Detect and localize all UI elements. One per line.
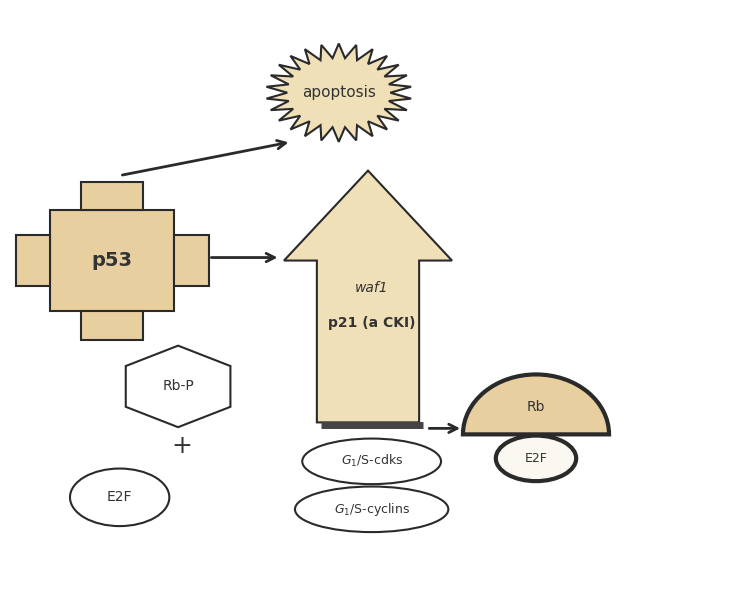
Ellipse shape <box>496 436 576 481</box>
Bar <box>174 235 208 286</box>
Ellipse shape <box>70 468 169 526</box>
Text: E2F: E2F <box>525 452 548 465</box>
Text: p21 (a CKI): p21 (a CKI) <box>328 316 415 330</box>
Text: +: + <box>171 434 192 459</box>
Text: p53: p53 <box>92 251 132 270</box>
Text: $G_1$/S-cdks: $G_1$/S-cdks <box>341 453 403 469</box>
Ellipse shape <box>295 486 448 532</box>
Bar <box>16 235 50 286</box>
Ellipse shape <box>302 439 441 484</box>
Text: E2F: E2F <box>107 490 132 505</box>
Text: $G_1$/S-cyclins: $G_1$/S-cyclins <box>333 501 410 518</box>
Bar <box>81 182 144 209</box>
Text: apoptosis: apoptosis <box>302 85 375 100</box>
Polygon shape <box>126 345 230 427</box>
Bar <box>50 209 174 312</box>
Bar <box>81 312 144 339</box>
Text: Rb-P: Rb-P <box>162 379 194 393</box>
Polygon shape <box>266 44 411 142</box>
Text: waf1: waf1 <box>355 281 389 295</box>
Polygon shape <box>284 171 452 422</box>
Text: Rb: Rb <box>527 401 545 414</box>
Wedge shape <box>463 374 609 434</box>
